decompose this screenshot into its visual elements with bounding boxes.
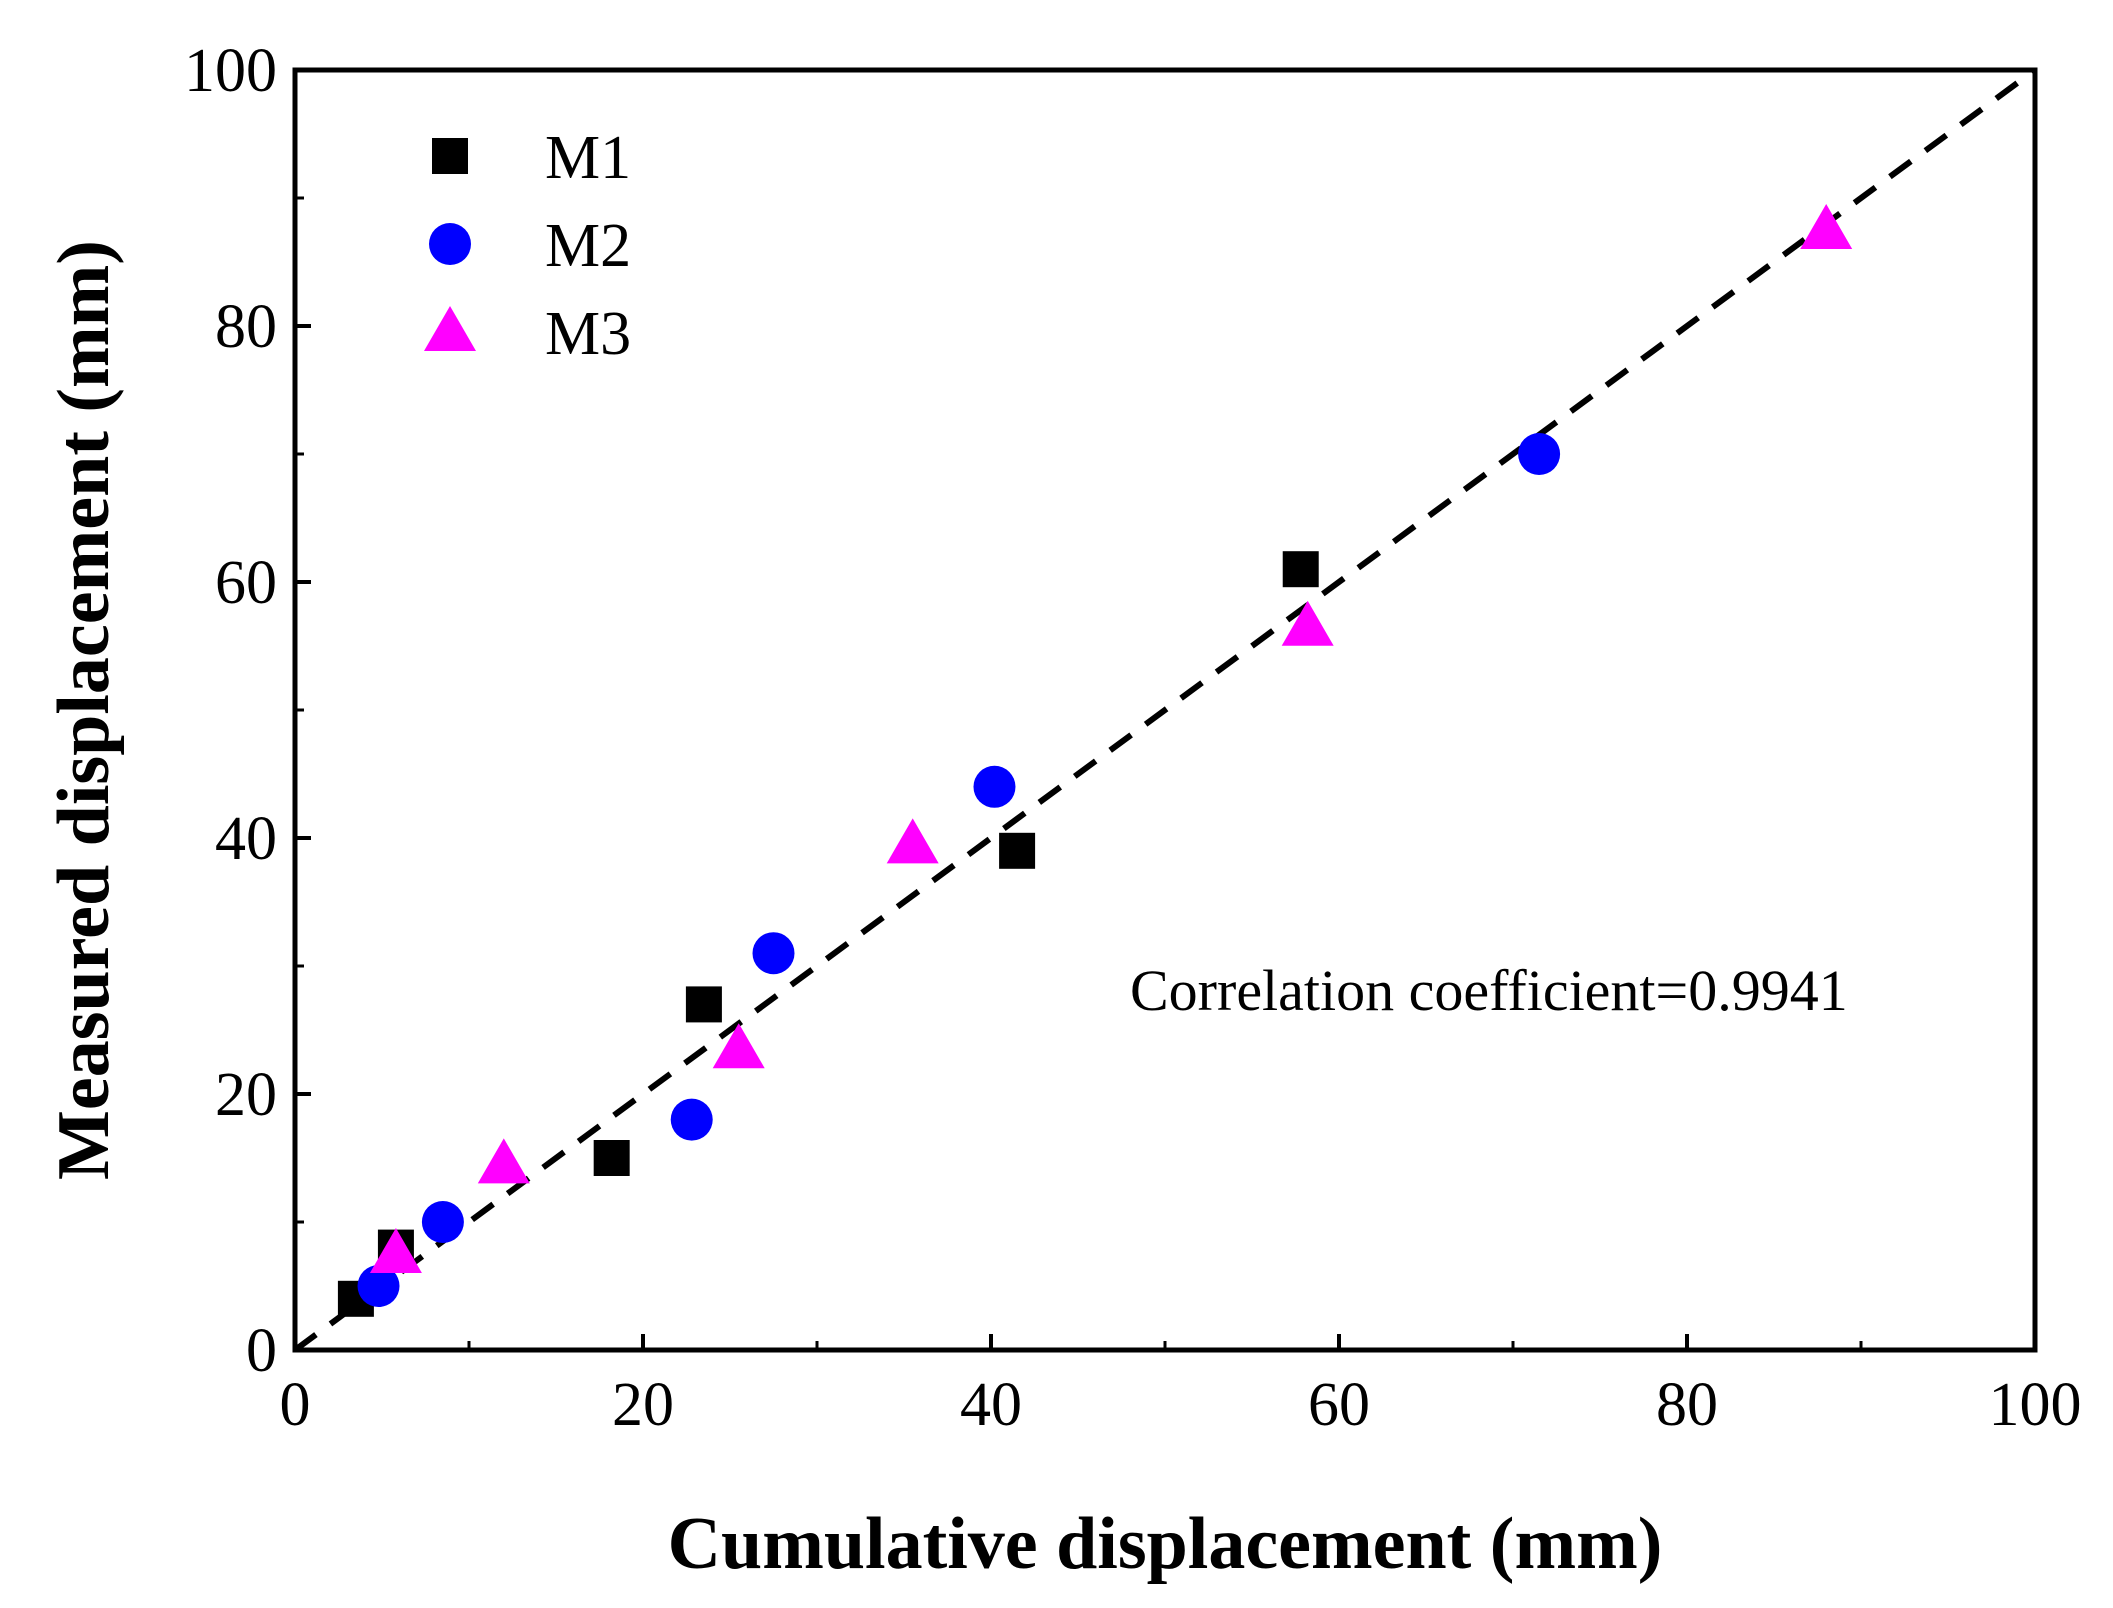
data-point-m2: [670, 1098, 713, 1141]
data-point-m2: [752, 932, 795, 975]
legend-marker-m1: [432, 138, 468, 174]
data-point-m2: [421, 1201, 464, 1243]
plot-area: [293, 67, 2037, 1353]
y-tick-label: 20: [215, 1061, 277, 1129]
legend-label-m1: M1: [545, 124, 631, 192]
data-point-m3: [1800, 204, 1853, 249]
data-point-m2: [357, 1265, 400, 1307]
data-point-m3: [886, 818, 939, 864]
y-tick-label: 60: [215, 549, 277, 617]
data-point-m1: [685, 986, 722, 1023]
data-point-m3: [477, 1138, 530, 1184]
data-point-m2: [973, 765, 1016, 808]
reference-line: [293, 67, 2037, 1353]
data-point-m3: [369, 1228, 422, 1273]
x-tick-label: 100: [1989, 1371, 2082, 1439]
legend: M1 M2 M3: [424, 124, 631, 368]
x-tick-label: 60: [1308, 1371, 1370, 1439]
axis-ticks: 0 20 40 60 80 100 0 20 40 60 80 100: [184, 37, 2082, 1439]
data-point-m2: [1518, 433, 1561, 475]
data-point-m3: [1281, 600, 1334, 646]
correlation-annotation: Correlation coefficient=0.9941: [1130, 958, 1848, 1023]
x-tick-label: 0: [280, 1371, 311, 1439]
data-point-m1: [1282, 551, 1319, 588]
y-tick-label: 40: [215, 805, 277, 873]
legend-marker-m3: [424, 306, 476, 351]
legend-marker-m2: [429, 223, 471, 265]
data-point-m3: [712, 1023, 765, 1069]
y-tick-label: 100: [184, 37, 277, 105]
legend-label-m2: M2: [545, 212, 631, 280]
y-axis-title: Measured displacement (mm): [43, 240, 125, 1180]
legend-label-m3: M3: [545, 300, 631, 368]
x-tick-label: 20: [612, 1371, 674, 1439]
data-point-m1: [593, 1140, 630, 1176]
y-tick-label: 0: [246, 1317, 277, 1385]
x-axis-title: Cumulative displacement (mm): [668, 1503, 1663, 1585]
x-tick-label: 40: [960, 1371, 1022, 1439]
y-tick-label: 80: [215, 293, 277, 361]
x-tick-label: 80: [1656, 1371, 1718, 1439]
data-point-m1: [999, 832, 1036, 869]
